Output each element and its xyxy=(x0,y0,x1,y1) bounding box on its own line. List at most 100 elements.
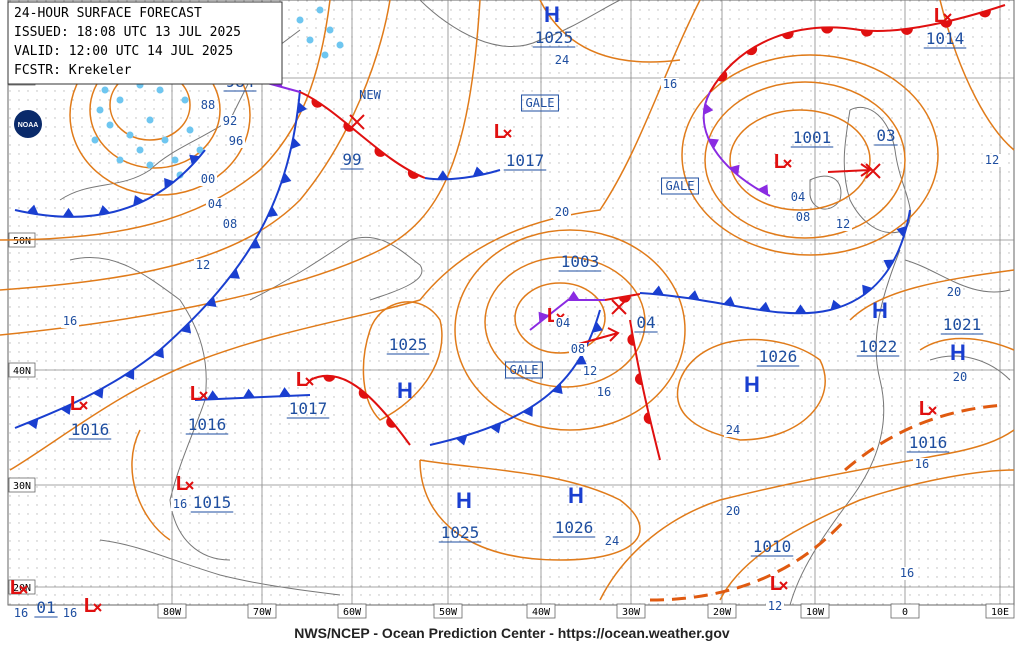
front-triangle xyxy=(703,103,714,115)
front-triangle xyxy=(92,387,104,399)
front-semicircle xyxy=(940,20,953,28)
front-semicircle xyxy=(821,27,834,34)
ice-dot xyxy=(116,96,124,104)
low-x xyxy=(779,581,788,590)
pressure-label: 1021 xyxy=(943,315,982,334)
front-triangle xyxy=(708,138,719,150)
ice-dot xyxy=(146,161,154,169)
ice-dot xyxy=(321,51,329,59)
front-semicircle xyxy=(717,70,728,82)
isobar-label: 16 xyxy=(63,606,77,620)
front-semicircle xyxy=(900,28,913,35)
coastline xyxy=(99,539,341,596)
isobar-label-bg xyxy=(221,218,239,231)
isobar-label: 24 xyxy=(726,423,740,437)
high-symbol: H xyxy=(456,488,472,513)
high-symbol: H xyxy=(568,483,584,508)
high-symbol: H xyxy=(544,2,560,27)
ice-dot xyxy=(176,171,184,179)
front-triangle xyxy=(164,177,175,189)
isobar-label-bg xyxy=(227,135,245,148)
isobar-label-bg xyxy=(581,365,599,378)
header-line: ISSUED: 18:08 UTC 13 JUL 2025 xyxy=(14,25,241,40)
isobar-label: 12 xyxy=(836,217,850,231)
longitude-label-box xyxy=(337,603,367,619)
ice-dot xyxy=(101,86,109,94)
front-triangle xyxy=(758,301,771,312)
isobar-label-bg xyxy=(834,218,852,231)
isobar xyxy=(0,0,481,336)
isobar-label: 12 xyxy=(583,364,597,378)
front-triangle xyxy=(290,137,301,150)
front-triangle xyxy=(297,101,307,114)
gale-box xyxy=(505,361,543,379)
isobar-label: 16 xyxy=(173,497,187,511)
low-symbol: L xyxy=(770,573,782,595)
low-x xyxy=(199,391,208,400)
isobar-label: 20 xyxy=(953,370,967,384)
pressure-label: 1026 xyxy=(759,347,798,366)
low-symbol: L xyxy=(296,369,308,391)
pressure-label: 1025 xyxy=(441,523,480,542)
front-triangle xyxy=(180,322,192,334)
header-box xyxy=(7,1,283,85)
longitude-label-box xyxy=(800,603,830,619)
new-label: NEW xyxy=(359,88,381,102)
ice-dot xyxy=(91,136,99,144)
header: 24-HOUR SURFACE FORECAST ISSUED: 18:08 UT… xyxy=(14,6,241,78)
isobar-label-bg xyxy=(603,535,621,548)
isobar-label: 24 xyxy=(555,53,569,67)
front-triangle xyxy=(206,390,219,400)
front-triangle xyxy=(205,296,217,308)
isobar-label: 04 xyxy=(556,316,570,330)
isobar-label: 16 xyxy=(63,314,77,328)
latitude-label: 50N xyxy=(13,236,31,247)
longitude-label: 0 xyxy=(902,607,908,618)
isobar xyxy=(0,0,391,291)
ice-dot xyxy=(181,96,189,104)
latitude-label-box xyxy=(8,362,36,378)
front-semicircle xyxy=(618,295,631,303)
ice-dot xyxy=(196,146,204,154)
longitude-label-box xyxy=(707,603,737,619)
ice-dot xyxy=(186,126,194,134)
front-triangle xyxy=(575,354,587,365)
isobar-label-bg xyxy=(199,99,217,112)
warm-front xyxy=(309,374,411,446)
high-symbol: H xyxy=(872,298,888,323)
front-triangle xyxy=(522,406,533,417)
ice-dot xyxy=(171,156,179,164)
isobar xyxy=(9,0,701,471)
pressure-label: 1015 xyxy=(193,493,232,512)
isobar-label-bg xyxy=(983,154,1001,167)
ice-dot xyxy=(106,121,114,129)
pressure-label: 1010 xyxy=(753,537,792,556)
pressure-label: 1016 xyxy=(909,433,948,452)
warm-front xyxy=(709,4,1006,93)
isobar-label-bg xyxy=(61,607,79,620)
front-triangle xyxy=(757,184,769,196)
coastline xyxy=(929,355,1011,381)
longitude-label-box xyxy=(433,603,463,619)
isobar-label-bg xyxy=(171,498,189,511)
longitude-label-box xyxy=(616,603,646,619)
longitude-label: 50W xyxy=(439,607,458,618)
pressure-label: 1014 xyxy=(926,29,965,48)
pressure-label: 1016 xyxy=(71,420,110,439)
isobar-label: 16 xyxy=(663,77,677,91)
low-symbol: L xyxy=(10,577,22,599)
isobar-label: 12 xyxy=(768,599,782,613)
low-x xyxy=(93,603,102,612)
header-line: FCSTR: Krekeler xyxy=(14,63,132,78)
isobar-label: 92 xyxy=(223,114,237,128)
arrow xyxy=(827,163,872,177)
front-triangle xyxy=(538,311,549,323)
header-line: VALID: 12:00 UTC 14 JUL 2025 xyxy=(14,44,233,59)
low-x xyxy=(185,481,194,490)
front-triangle xyxy=(98,205,111,216)
low-symbol: L xyxy=(774,151,786,173)
front-triangle xyxy=(862,284,873,296)
gale-label: GALE xyxy=(510,363,539,377)
isobar-label: 20 xyxy=(726,504,740,518)
pressure-label: 1025 xyxy=(535,28,574,47)
